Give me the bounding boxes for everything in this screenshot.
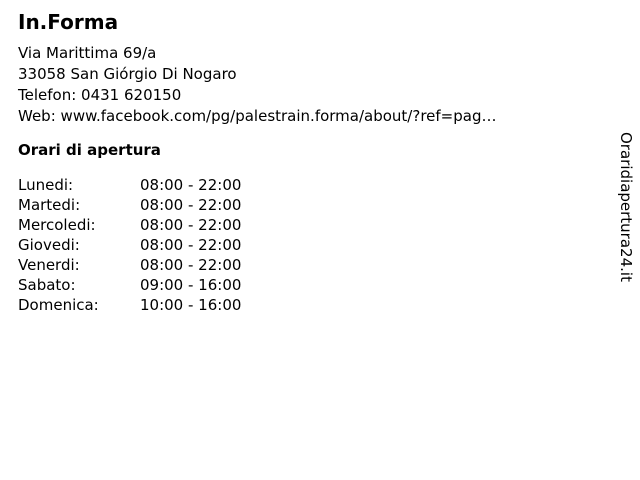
business-name: In.Forma xyxy=(18,10,119,34)
time-range: 08:00 - 22:00 xyxy=(140,256,242,274)
site-watermark: Oraridiapertura24.it xyxy=(617,132,635,282)
time-range: 08:00 - 22:00 xyxy=(140,236,242,254)
time-range: 10:00 - 16:00 xyxy=(140,296,242,314)
web-url-link[interactable]: www.facebook.com/pg/palestrain.forma/abo… xyxy=(60,107,497,125)
hours-row: Venerdi: 08:00 - 22:00 xyxy=(18,255,598,275)
day-label: Lunedi: xyxy=(18,176,74,194)
contact-block: Via Marittima 69/a 33058 San Giórgio Di … xyxy=(18,43,598,127)
hours-row: Sabato: 09:00 - 16:00 xyxy=(18,275,598,295)
time-range: 09:00 - 16:00 xyxy=(140,276,242,294)
hours-row: Mercoledi: 08:00 - 22:00 xyxy=(18,215,598,235)
hours-row: Lunedi: 08:00 - 22:00 xyxy=(18,175,598,195)
opening-hours-heading: Orari di apertura xyxy=(18,141,161,159)
address-line-1: Via Marittima 69/a xyxy=(18,44,157,62)
time-range: 08:00 - 22:00 xyxy=(140,176,242,194)
time-range: 08:00 - 22:00 xyxy=(140,216,242,234)
day-label: Mercoledi: xyxy=(18,216,96,234)
day-label: Giovedi: xyxy=(18,236,80,254)
hours-row: Domenica: 10:00 - 16:00 xyxy=(18,295,598,315)
phone-line: Telefon: 0431 620150 xyxy=(18,85,598,106)
opening-hours-table: Lunedi: 08:00 - 22:00 Martedi: 08:00 - 22:… xyxy=(18,175,598,315)
phone-number: 0431 620150 xyxy=(81,86,182,104)
web-line: Web: www.facebook.com/pg/palestrain.form… xyxy=(18,106,598,127)
time-range: 08:00 - 22:00 xyxy=(140,196,242,214)
hours-row: Giovedi: 08:00 - 22:00 xyxy=(18,235,598,255)
phone-label: Telefon: xyxy=(18,86,77,104)
day-label: Sabato: xyxy=(18,276,76,294)
day-label: Domenica: xyxy=(18,296,99,314)
address-line-2: 33058 San Giórgio Di Nogaro xyxy=(18,65,237,83)
day-label: Martedi: xyxy=(18,196,81,214)
business-info-panel: In.Forma Via Marittima 69/a 33058 San Gi… xyxy=(18,10,598,315)
hours-row: Martedi: 08:00 - 22:00 xyxy=(18,195,598,215)
day-label: Venerdi: xyxy=(18,256,80,274)
web-label: Web: xyxy=(18,107,56,125)
